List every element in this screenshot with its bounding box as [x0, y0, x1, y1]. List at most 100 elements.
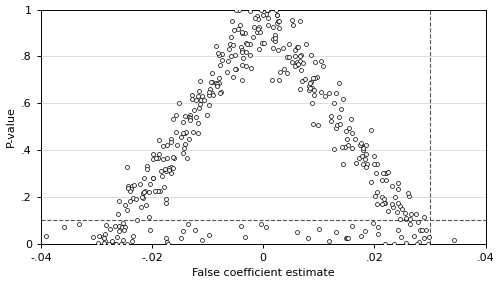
- Point: [416, 228, 424, 233]
- Y-axis label: P-value: P-value: [6, 106, 16, 147]
- Point: [216, 90, 224, 94]
- Point: [378, 194, 386, 199]
- Point: [415, 240, 423, 245]
- Point: [256, 47, 264, 51]
- Point: [116, 242, 124, 246]
- Point: [272, 13, 280, 17]
- Point: [142, 164, 150, 168]
- Point: [286, 55, 294, 59]
- Point: [230, 42, 237, 47]
- Point: [100, 236, 108, 241]
- Point: [380, 197, 388, 202]
- Point: [404, 191, 412, 195]
- Point: [310, 76, 318, 80]
- Point: [394, 181, 402, 185]
- Point: [293, 229, 301, 234]
- Point: [371, 193, 379, 198]
- Point: [274, 48, 282, 52]
- Point: [373, 161, 381, 166]
- Point: [178, 150, 186, 155]
- Point: [337, 107, 345, 112]
- Point: [254, 27, 262, 31]
- Point: [216, 90, 224, 95]
- Point: [142, 202, 150, 207]
- Point: [256, 7, 264, 12]
- Point: [260, 41, 268, 45]
- Point: [332, 230, 340, 234]
- Point: [184, 156, 192, 160]
- Point: [248, 35, 256, 40]
- Point: [127, 186, 135, 191]
- Point: [75, 222, 83, 226]
- Point: [118, 225, 126, 230]
- Point: [406, 212, 414, 216]
- Point: [274, 78, 282, 82]
- Point: [406, 217, 414, 222]
- Point: [390, 242, 398, 246]
- Point: [142, 167, 150, 172]
- Point: [402, 216, 409, 220]
- Point: [361, 229, 369, 234]
- Point: [321, 94, 329, 98]
- Point: [275, 26, 283, 30]
- Point: [154, 189, 162, 193]
- Point: [345, 126, 353, 131]
- Point: [271, 39, 279, 44]
- Point: [185, 115, 193, 120]
- Point: [188, 130, 196, 135]
- Point: [206, 93, 214, 97]
- Point: [238, 30, 246, 34]
- Point: [298, 79, 306, 83]
- Point: [126, 189, 134, 193]
- Point: [200, 98, 208, 102]
- Point: [226, 41, 234, 46]
- Point: [162, 240, 170, 245]
- Point: [180, 146, 188, 151]
- Point: [259, 12, 267, 17]
- Point: [238, 49, 246, 54]
- Point: [246, 41, 254, 46]
- Point: [379, 171, 387, 175]
- Point: [242, 41, 250, 46]
- Point: [128, 183, 136, 188]
- Point: [342, 137, 350, 141]
- Point: [232, 7, 240, 12]
- Point: [95, 234, 103, 239]
- Point: [212, 44, 220, 48]
- Point: [412, 242, 420, 246]
- Point: [348, 130, 356, 135]
- Point: [309, 76, 317, 80]
- Point: [354, 155, 362, 160]
- Point: [120, 228, 128, 233]
- Point: [140, 189, 148, 193]
- Point: [271, 36, 279, 41]
- Point: [122, 208, 130, 212]
- Point: [150, 176, 158, 180]
- Point: [308, 101, 316, 106]
- Point: [250, 25, 258, 30]
- Point: [414, 220, 422, 224]
- Point: [101, 239, 109, 244]
- Point: [207, 80, 215, 84]
- Point: [381, 201, 389, 205]
- Point: [318, 59, 326, 64]
- Point: [140, 189, 148, 194]
- Point: [299, 60, 307, 65]
- Point: [123, 165, 131, 170]
- Point: [294, 62, 302, 66]
- Point: [214, 76, 222, 80]
- Point: [160, 144, 168, 149]
- Point: [255, 25, 263, 29]
- Point: [235, 7, 243, 12]
- Point: [176, 101, 184, 105]
- Point: [160, 185, 168, 189]
- Point: [111, 242, 119, 246]
- Point: [222, 70, 230, 75]
- Point: [181, 141, 189, 146]
- Point: [194, 94, 202, 99]
- Point: [268, 25, 276, 29]
- Point: [129, 196, 137, 201]
- Point: [242, 64, 250, 68]
- X-axis label: False coefficient estimate: False coefficient estimate: [192, 268, 334, 278]
- Point: [218, 52, 226, 57]
